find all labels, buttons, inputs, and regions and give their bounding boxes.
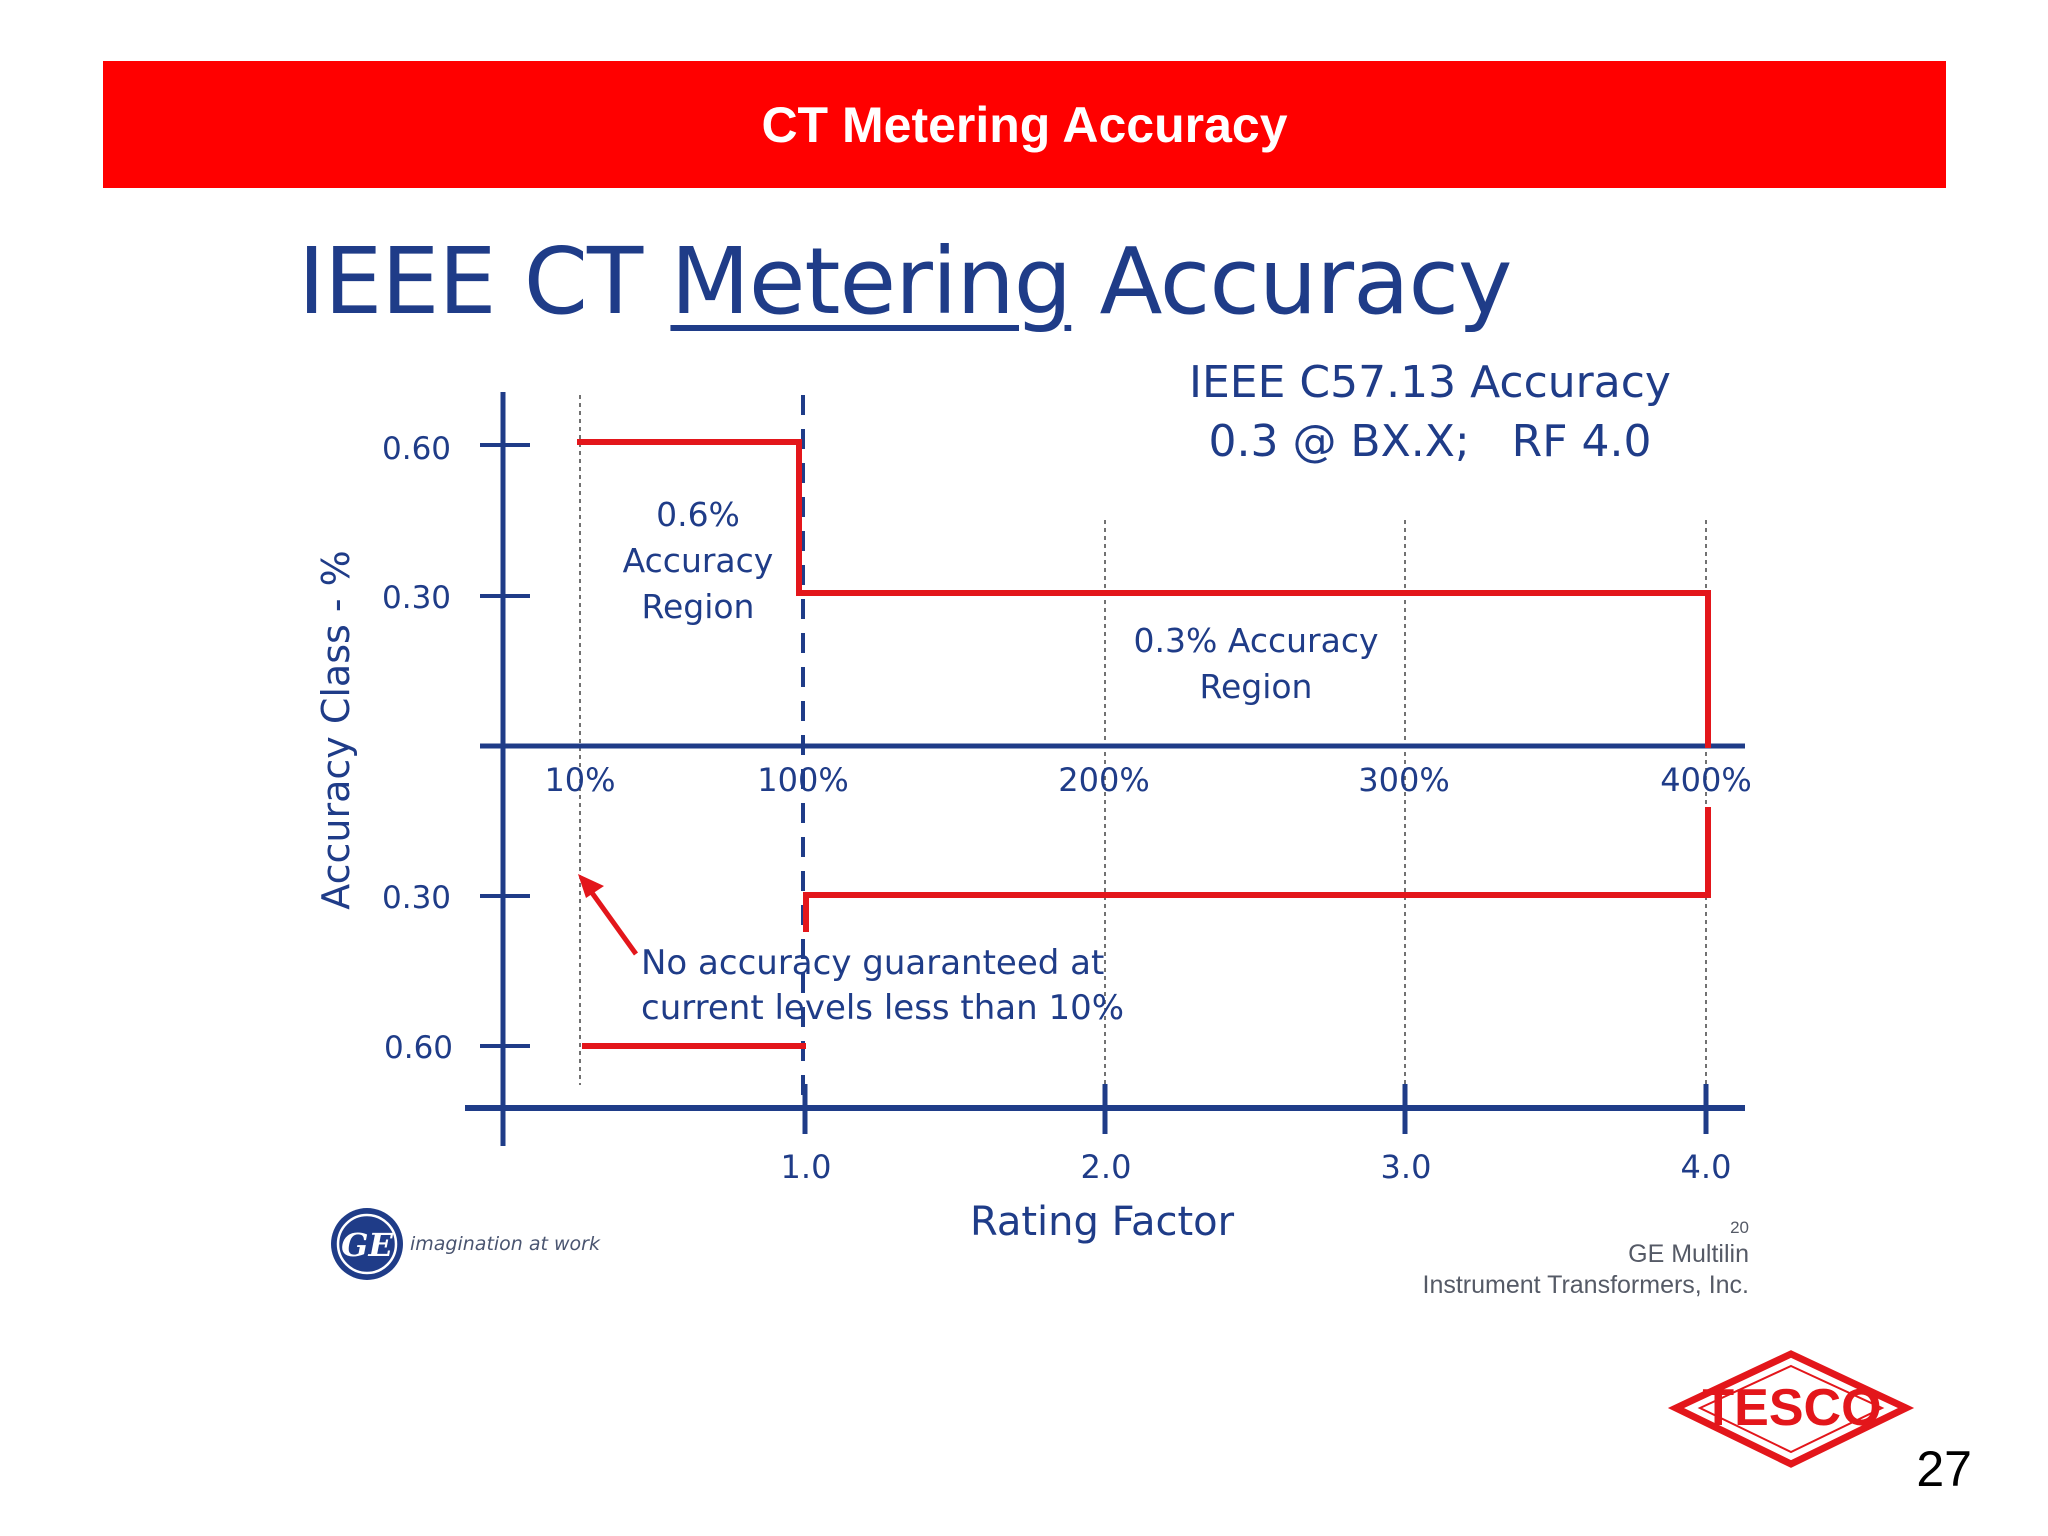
ytick-label-upper-060: 0.60 [382, 431, 451, 467]
title-suffix: Accuracy [1071, 228, 1512, 335]
tesco-diamond-inner [1697, 1364, 1885, 1454]
current-tick-400: 400% [1660, 761, 1751, 799]
x-axis-label: Rating Factor [970, 1199, 1235, 1245]
note-arrow [578, 874, 639, 956]
note-line-1: No accuracy guaranteed at [641, 943, 1104, 983]
ytick-label-upper-030: 0.30 [382, 580, 451, 616]
title-prefix: IEEE CT [298, 228, 671, 335]
header-title: CT Metering Accuracy [761, 96, 1288, 153]
ge-logo-ring [331, 1208, 403, 1280]
standard-line-1: IEEE C57.13 Accuracy [1189, 357, 1671, 408]
current-tick-200: 200% [1058, 761, 1149, 799]
axes [465, 392, 1745, 1146]
lower-limit-line [803, 807, 1711, 932]
source-credit: 20 GE Multilin Instrument Transformers, … [1423, 1217, 1750, 1301]
rf-tick-30: 3.0 [1381, 1148, 1432, 1186]
arrow-head [578, 874, 604, 898]
region-06-line-2: Accuracy [623, 541, 774, 580]
credit-line-2: Instrument Transformers, Inc. [1422, 1271, 1750, 1299]
rf-tick-10: 1.0 [781, 1148, 832, 1186]
tesco-logo: TESCO [1667, 1350, 1915, 1468]
y-axis-label: Accuracy Class - % [314, 550, 358, 910]
tesco-diamond [1667, 1350, 1915, 1468]
current-tick-10: 10% [544, 761, 615, 799]
current-tick-100: 100% [757, 761, 848, 799]
ge-logo: GE [331, 1208, 403, 1280]
ytick-label-lower-060: 0.60 [384, 1030, 453, 1066]
ge-tagline: imagination at work [410, 1233, 600, 1255]
rf-tick-20: 2.0 [1081, 1148, 1132, 1186]
region-06-line-3: Region [642, 587, 755, 626]
region-06-line-1: 0.6% [656, 495, 740, 534]
ge-logo-inner-ring [336, 1213, 398, 1275]
ytick-label-lower-030: 0.30 [382, 880, 451, 916]
page-number: 27 [1916, 1441, 1972, 1497]
current-tick-300: 300% [1358, 761, 1449, 799]
title-underlined: Metering [670, 228, 1072, 335]
slide-main-title: IEEE CT Metering Accuracy [298, 228, 1512, 335]
region-03-line-2: Region [1200, 667, 1313, 706]
region-03-line-1: 0.3% Accuracy [1134, 621, 1379, 660]
header-bar: CT Metering Accuracy [103, 61, 1946, 188]
upper-limit-line [577, 439, 1711, 748]
note-line-2: current levels less than 10% [641, 988, 1124, 1028]
accuracy-limits [577, 439, 1711, 1049]
credit-line-1: GE Multilin [1628, 1240, 1749, 1268]
arrow-shaft [587, 888, 639, 956]
tesco-logo-text: TESCO [1702, 1379, 1881, 1437]
credit-number: 20 [1730, 1218, 1749, 1237]
ge-logo-monogram: GE [341, 1226, 393, 1264]
rf-tick-40: 4.0 [1681, 1148, 1732, 1186]
standard-line-2: 0.3 @ BX.X; RF 4.0 [1208, 416, 1651, 467]
